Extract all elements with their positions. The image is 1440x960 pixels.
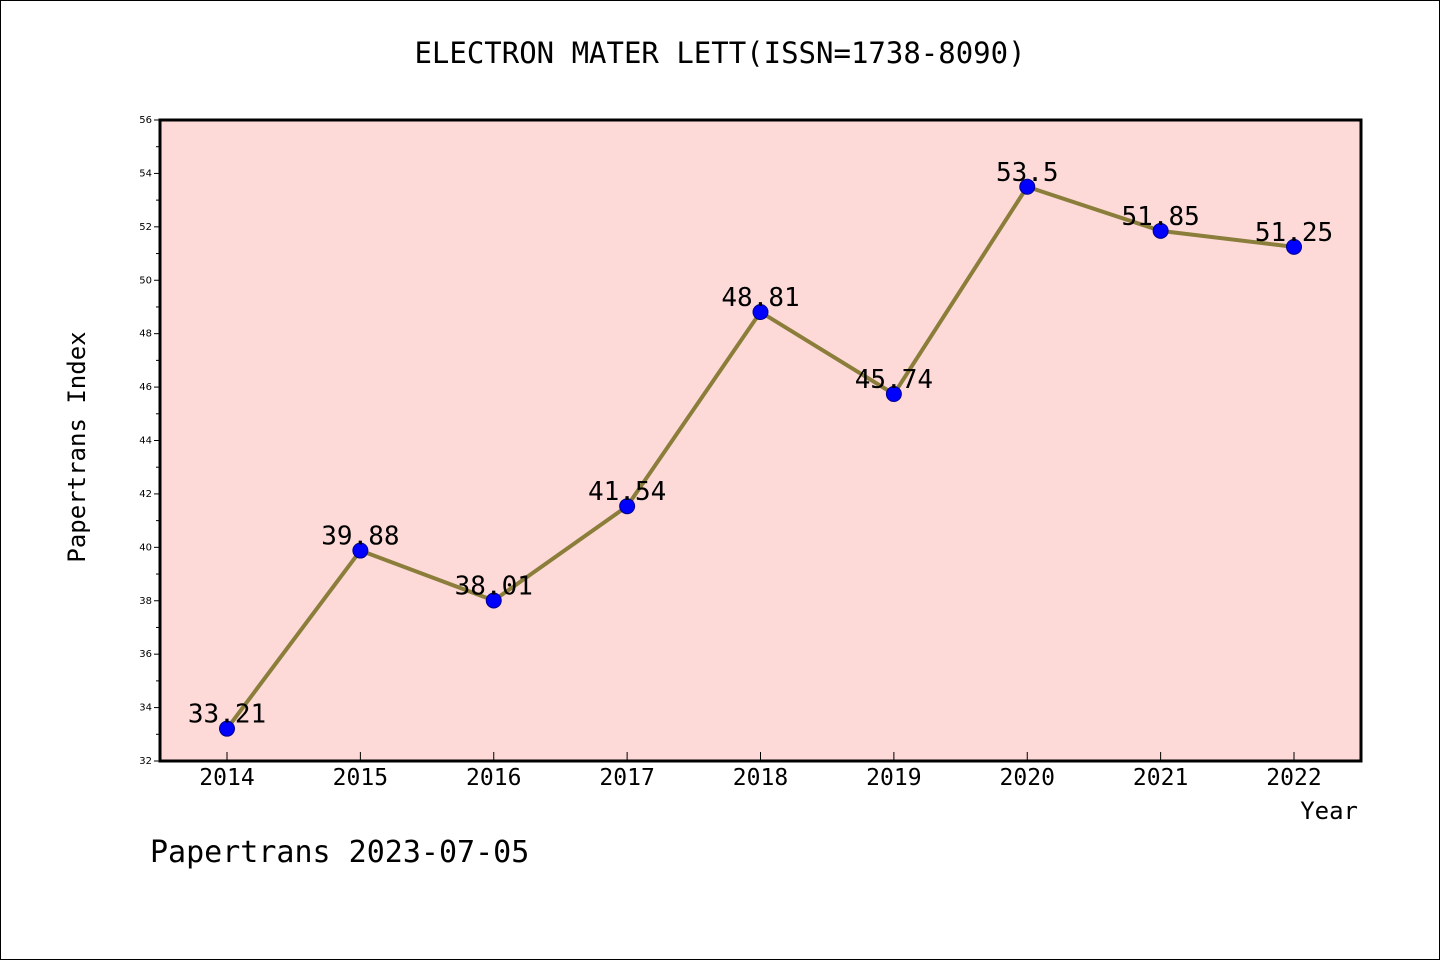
axis-ticks: 32 34 36 38 40 42 44 46 48 50 52 54 56 2014 2015 2016 20… [139,115,1321,791]
y-tick-label: 36 [139,649,152,660]
y-tick-label: 50 [139,275,152,286]
y-tick-label: 32 [139,756,152,767]
data-point [885,386,902,403]
y-tick-label: 40 [139,542,152,553]
y-tick-label: 34 [139,703,152,714]
x-tick-label: 2016 [466,765,521,791]
y-tick-label: 44 [139,436,152,447]
x-tick-label: 2021 [1133,765,1188,791]
data-label: 41.54 [588,477,666,507]
x-tick-label: 2020 [1000,765,1055,791]
y-tick-label: 38 [139,596,152,607]
data-point [752,304,769,321]
data-label: 53.5 [996,158,1059,188]
data-label: 38.01 [455,571,533,601]
y-tick-label: 46 [139,382,152,393]
x-tick-label: 2019 [866,765,921,791]
data-label: 45.74 [855,365,933,395]
data-point [1019,178,1036,195]
data-label: 51.25 [1255,218,1333,248]
y-tick-label: 56 [139,115,152,126]
y-tick-label: 42 [139,489,152,500]
data-label: 33.21 [188,700,266,730]
data-point [1286,238,1302,255]
data-label: 39.88 [321,522,399,552]
x-tick-label: 2022 [1266,765,1321,791]
data-point [619,498,636,515]
data-point [485,592,502,609]
x-tick-label: 2017 [599,765,654,791]
series-layer: 33.21 39.88 38.01 41.54 48.81 45.74 53.5 51.85 5… [188,158,1333,737]
footer-date-text: Papertrans 2023-07-05 [150,835,530,870]
y-tick-label: 54 [139,168,152,179]
data-point [1152,222,1169,239]
y-axis-label: Papertrans Index [63,331,91,563]
y-tick-label: 48 [139,329,152,340]
x-tick-label: 2018 [733,765,788,791]
data-point [352,542,369,559]
chart-title: ELECTRON MATER LETT(ISSN=1738-8090) [414,36,1026,70]
x-tick-label: 2015 [333,765,388,791]
x-tick-label: 2014 [199,765,254,791]
plot-border [158,118,1363,763]
x-axis-label: Year [1300,797,1358,825]
y-tick-label: 52 [139,222,152,233]
data-label: 48.81 [721,283,799,313]
data-label: 51.85 [1121,202,1199,232]
data-point [219,720,235,737]
